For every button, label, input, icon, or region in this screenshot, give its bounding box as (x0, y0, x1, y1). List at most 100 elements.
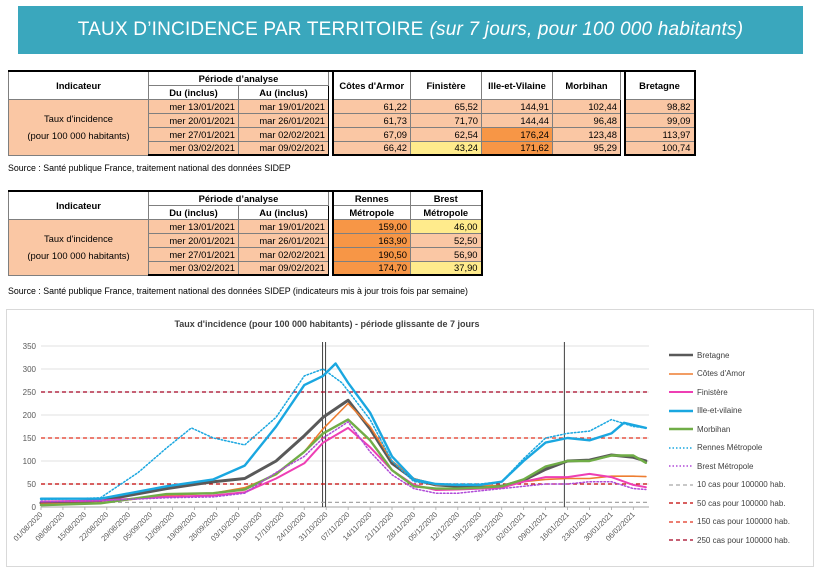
value-cell: 163,90 (332, 232, 411, 248)
legend-label: 250 cas pour 100000 hab. (697, 535, 790, 545)
legend-swatch (669, 484, 693, 486)
y-tick-label: 250 (23, 388, 37, 397)
legend-item: 250 cas pour 100000 hab. (669, 531, 790, 550)
value-cell: 113,97 (624, 126, 696, 142)
row-du: mer 13/01/2021 (148, 218, 239, 234)
value-cell: 100,74 (624, 140, 696, 156)
value-cell: 61,22 (332, 98, 411, 114)
legend-swatch (669, 465, 693, 467)
header-brest-line1: Brest (410, 190, 483, 206)
y-tick-label: 350 (23, 342, 37, 351)
indicator-line1: Taux d'incidence (43, 233, 114, 244)
row-du: mer 20/01/2021 (148, 112, 239, 128)
value-cell: 159,00 (332, 218, 411, 234)
legend-swatch (669, 409, 693, 412)
legend-label: 10 cas pour 100000 hab. (697, 480, 786, 490)
legend-item: Bretagne (669, 346, 790, 365)
indicator-line2: (pour 100 000 habitants) (27, 130, 130, 141)
y-tick-label: 150 (23, 434, 37, 443)
incidence-chart: Taux d'incidence (pour 100 000 habitants… (6, 309, 814, 567)
series-line (40, 368, 647, 501)
banner-title: TAUX D’INCIDENCE PAR TERRITOIRE (77, 19, 424, 40)
legend-swatch (669, 372, 693, 375)
row-du: mer 13/01/2021 (148, 98, 239, 114)
value-cell: 66,42 (332, 140, 411, 156)
series-line (40, 402, 647, 505)
header-morbihan: Morbihan (552, 70, 621, 100)
legend-label: Bretagne (697, 350, 730, 360)
legend-swatch (669, 502, 693, 504)
series-line (39, 418, 648, 507)
row-au: mar 02/02/2021 (238, 246, 329, 262)
legend-item: Ille-et-vilaine (669, 402, 790, 421)
value-cell: 71,70 (410, 112, 482, 128)
value-cell: 37,90 (410, 260, 483, 276)
legend-swatch (669, 391, 693, 394)
legend-item: Côtes d'Amor (669, 365, 790, 384)
legend-item: 50 cas pour 100000 hab. (669, 494, 790, 513)
legend-swatch (669, 353, 693, 357)
indicator-line2: (pour 100 000 habitants) (27, 250, 130, 261)
chart-plot-area: 05010015020025030035001/08/202008/08/202… (12, 342, 649, 543)
header-brest-line2: Métropole (410, 204, 483, 220)
legend-label: 50 cas pour 100000 hab. (697, 498, 786, 508)
row-au: mar 26/01/2021 (238, 232, 329, 248)
table2-source: Source : Santé publique France, traiteme… (8, 286, 468, 296)
y-tick-label: 300 (23, 365, 37, 374)
header-bretagne: Bretagne (624, 70, 696, 100)
row-du: mer 03/02/2021 (148, 260, 239, 276)
page-banner: TAUX D’INCIDENCE PAR TERRITOIRE (sur 7 j… (18, 6, 803, 54)
series-line (40, 421, 647, 503)
row-du: mer 03/02/2021 (148, 140, 239, 156)
series-line (39, 362, 648, 500)
legend-swatch (669, 428, 693, 431)
value-cell: 43,24 (410, 140, 482, 156)
legend-item: Finistère (669, 383, 790, 402)
value-cell: 65,52 (410, 98, 482, 114)
indicator-line1: Taux d'incidence (43, 113, 114, 124)
row-du: mer 20/01/2021 (148, 232, 239, 248)
incidence-table-metropoles: Indicateur Période d’analyse Rennes Bres… (8, 190, 483, 276)
legend-label: 150 cas pour 100000 hab. (697, 517, 790, 527)
row-au: mar 09/02/2021 (238, 260, 329, 276)
legend-label: Morbihan (697, 424, 731, 434)
series-line (39, 398, 648, 505)
y-tick-label: 100 (23, 457, 37, 466)
header-du: Du (inclus) (148, 204, 239, 220)
header-indicateur: Indicateur (8, 190, 149, 220)
value-cell: 102,44 (552, 98, 621, 114)
legend-swatch (669, 539, 693, 541)
value-cell: 46,00 (410, 218, 483, 234)
chart-title: Taux d'incidence (pour 100 000 habitants… (174, 319, 480, 329)
value-cell: 190,50 (332, 246, 411, 262)
row-au: mar 19/01/2021 (238, 98, 329, 114)
row-du: mer 27/01/2021 (148, 126, 239, 142)
row-au: mar 09/02/2021 (238, 140, 329, 156)
legend-item: 150 cas pour 100000 hab. (669, 513, 790, 532)
header-rennes-line1: Rennes (332, 190, 411, 206)
header-finistere: Finistère (410, 70, 482, 100)
legend-label: Ille-et-vilaine (697, 406, 742, 416)
value-cell: 61,73 (332, 112, 411, 128)
y-tick-label: 50 (27, 480, 36, 489)
header-periode: Période d’analyse (148, 70, 329, 86)
value-cell: 171,62 (481, 140, 553, 156)
header-indicateur: Indicateur (8, 70, 149, 100)
header-du: Du (inclus) (148, 84, 239, 100)
value-cell: 67,09 (332, 126, 411, 142)
row-du: mer 27/01/2021 (148, 246, 239, 262)
value-cell: 62,54 (410, 126, 482, 142)
value-cell: 98,82 (624, 98, 696, 114)
value-cell: 99,09 (624, 112, 696, 128)
banner-subtitle: (sur 7 jours, pour 100 000 habitants) (429, 19, 744, 40)
legend-swatch (669, 521, 693, 523)
legend-label: Brest Métropole (697, 461, 754, 471)
value-cell: 174,70 (332, 260, 411, 276)
header-ille-et-vilaine: Ille-et-Vilaine (481, 70, 553, 100)
header-cotes-armor: Côtes d'Armor (332, 70, 411, 100)
incidence-table-departments: Indicateur Période d’analyse Côtes d'Arm… (8, 70, 696, 156)
value-cell: 144,91 (481, 98, 553, 114)
value-cell: 123,48 (552, 126, 621, 142)
legend-item: Brest Métropole (669, 457, 790, 476)
row-au: mar 26/01/2021 (238, 112, 329, 128)
